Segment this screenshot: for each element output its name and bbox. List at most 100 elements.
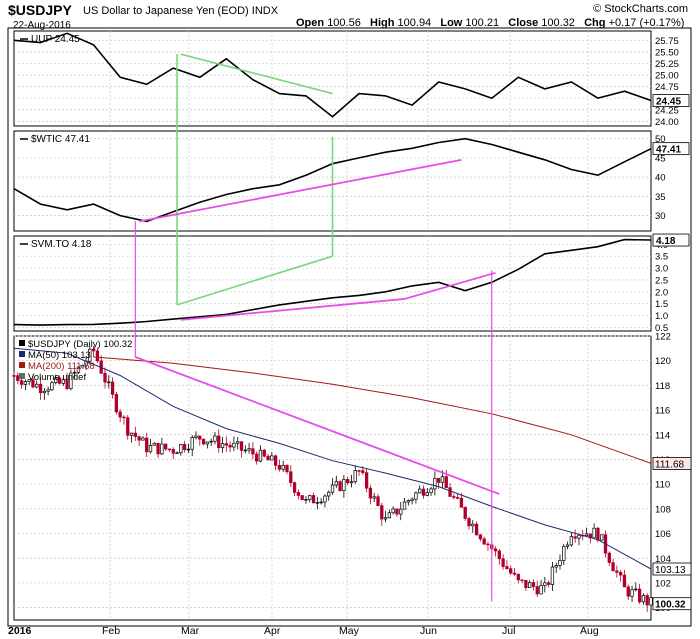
candle-body <box>596 527 600 541</box>
candle-body <box>399 508 403 515</box>
candle-body <box>122 416 126 419</box>
uup-ytick-label: 24.75 <box>655 82 679 93</box>
chg-label: Chg <box>584 17 606 29</box>
candle-body <box>61 379 65 384</box>
candle-body <box>421 488 426 496</box>
wtic-series-label: $WTIC 47.41 <box>31 134 90 145</box>
candle-body <box>315 502 319 504</box>
candle-body <box>391 508 395 514</box>
candle-body <box>406 500 410 503</box>
candle-body <box>474 523 479 536</box>
candle-body <box>364 472 369 489</box>
candle-body <box>607 552 611 563</box>
candle-body <box>319 501 323 504</box>
candle-body <box>129 432 134 436</box>
candle-body <box>42 390 46 394</box>
candle-body <box>126 417 130 436</box>
candle-body <box>323 495 327 503</box>
x-tick-label: Mar <box>181 625 200 637</box>
candle-body <box>497 550 501 560</box>
usdjpy-plot-area <box>13 335 652 621</box>
ma50-badge-text: 103.13 <box>655 565 686 576</box>
high-label: High <box>370 17 395 29</box>
candle-body <box>255 453 259 462</box>
svm-ytick-label: 0.5 <box>655 323 668 334</box>
candle-body <box>19 380 24 385</box>
candle-body <box>296 492 301 496</box>
candle-body <box>592 527 596 539</box>
candle-body <box>308 495 312 500</box>
candle-body <box>73 372 77 374</box>
candle-body <box>334 481 338 486</box>
source-credit[interactable]: © StockCharts.com <box>593 3 688 15</box>
candle-body <box>615 570 619 573</box>
candle-body <box>198 435 202 440</box>
x-tick-label: Jul <box>502 625 515 637</box>
candle-body <box>201 438 206 445</box>
candle-body <box>50 382 54 391</box>
usdjpy-ytick-label: 116 <box>655 406 670 417</box>
magenta-trendline <box>404 271 496 300</box>
candle-body <box>270 455 274 461</box>
candle-body <box>220 443 225 449</box>
wtic-ytick-label: 40 <box>655 173 666 184</box>
usdjpy-ytick-label: 108 <box>655 504 671 515</box>
candle-body <box>95 350 100 362</box>
candle-body <box>224 443 228 446</box>
candle-body <box>186 448 191 451</box>
usdjpy-ytick-label: 110 <box>655 480 670 491</box>
magenta-trendline <box>180 298 405 321</box>
chart-instrument-name: US Dollar to Japanese Yen (EOD) INDX <box>83 5 278 17</box>
candle-body <box>194 435 198 438</box>
svm-series-line <box>13 238 652 326</box>
candle-body <box>573 536 577 539</box>
candle-body <box>387 512 392 519</box>
usdjpy-candles <box>12 345 653 612</box>
svm-ytick-label: 2.0 <box>655 287 668 298</box>
candle-body <box>38 383 43 394</box>
legend-label-volume: Volume undef <box>28 372 86 383</box>
chart-date: 22-Aug-2016 <box>13 20 71 31</box>
candle-body <box>103 372 107 383</box>
usdjpy-ytick-label: 102 <box>655 578 671 589</box>
usdjpy-ytick-label: 120 <box>655 356 671 367</box>
candle-body <box>27 379 31 382</box>
usdjpy-ytick-label: 118 <box>655 381 670 392</box>
candle-body <box>478 534 483 540</box>
candle-body <box>300 495 304 501</box>
candle-body <box>262 449 266 457</box>
exchange-label: INDX <box>251 5 279 17</box>
candle-body <box>565 544 570 547</box>
candle-body <box>16 375 20 381</box>
uup-plot-area <box>13 30 652 127</box>
candle-body <box>516 573 520 581</box>
candle-body <box>239 441 244 451</box>
candle-body <box>160 443 164 455</box>
usdjpy-ytick-label: 104 <box>655 554 671 565</box>
candle-body <box>346 479 350 484</box>
ma200-line <box>93 356 652 464</box>
x-tick-label: 2016 <box>8 625 32 637</box>
candle-body <box>528 582 532 589</box>
candle-body <box>182 444 187 450</box>
candle-body <box>35 383 39 388</box>
uup-series-line <box>13 32 652 118</box>
wtic-ytick-label: 30 <box>655 211 666 222</box>
uup-ytick-label: 25.25 <box>655 59 679 70</box>
candle-body <box>156 442 160 455</box>
candle-body <box>353 470 357 483</box>
candle-body <box>311 495 316 504</box>
candle-body <box>209 440 213 443</box>
candle-body <box>285 465 289 473</box>
candle-body <box>91 348 96 352</box>
candle-body <box>437 477 441 483</box>
candle-body <box>251 448 255 455</box>
green-trendline <box>176 255 333 306</box>
candle-body <box>471 523 475 527</box>
candle-body <box>637 588 642 603</box>
candle-body <box>361 470 365 473</box>
candle-body <box>429 488 433 494</box>
candle-body <box>152 442 156 446</box>
candle-body <box>327 491 331 497</box>
candle-body <box>57 377 62 384</box>
